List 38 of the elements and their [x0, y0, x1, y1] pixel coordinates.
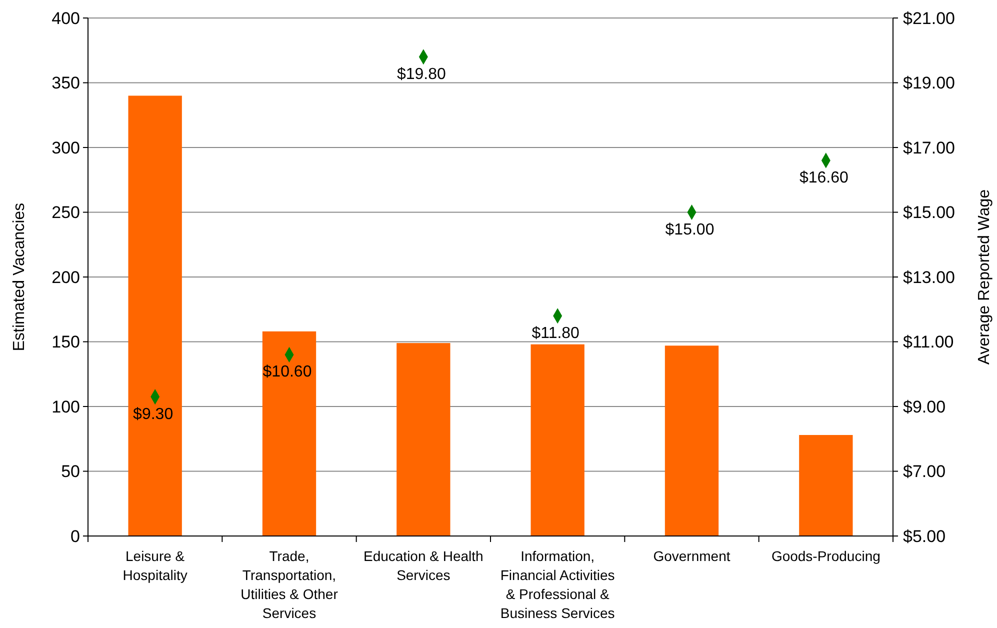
y-axis-title: Estimated Vacancies — [11, 202, 28, 352]
y2-tick-label: $11.00 — [903, 332, 954, 352]
y2-axis-title: Average Reported Wage — [976, 189, 993, 365]
y-tick-label: 350 — [52, 74, 80, 93]
data-label: $19.80 — [396, 66, 446, 83]
data-label: $9.30 — [133, 406, 174, 423]
bar — [530, 344, 584, 536]
y-tick-label: 100 — [52, 397, 80, 416]
y-tick-label: 300 — [52, 138, 80, 158]
y-tick-label: 0 — [70, 526, 80, 546]
y2-tick-label: $19.00 — [903, 74, 955, 93]
data-label: $10.60 — [262, 364, 312, 381]
y2-tick-label: $15.00 — [903, 203, 955, 222]
y2-tick-label: $7.00 — [903, 462, 946, 482]
data-label: $16.60 — [799, 169, 848, 186]
x-tick-label: Trade, Transportation, Utilities & Other Services — [240, 548, 338, 621]
y-tick-label: 50 — [61, 462, 80, 482]
x-tick-label: Goods-Producing — [771, 548, 880, 564]
y-tick-label: 250 — [52, 203, 80, 222]
y2-tick-label: $9.00 — [903, 397, 946, 416]
x-tick-label: Education & Health Services — [363, 548, 484, 583]
y2-tick-label: $21.00 — [903, 8, 955, 28]
y-tick-label: 400 — [52, 8, 80, 28]
bar — [396, 343, 450, 536]
bar — [128, 96, 182, 536]
x-tick-label: Information, Financial Activities & Professional & Business Services — [500, 548, 615, 621]
bar — [262, 331, 316, 536]
x-tick-label: Government — [653, 548, 730, 564]
y-tick-label: 150 — [52, 332, 80, 352]
y2-tick-label: $17.00 — [903, 138, 955, 158]
y-tick-label: 200 — [52, 268, 80, 287]
data-label: $15.00 — [665, 221, 714, 238]
x-tick-label: Leisure & Hospitality — [122, 548, 188, 583]
bar — [799, 434, 853, 536]
data-label: $11.80 — [532, 324, 580, 342]
bar — [664, 346, 719, 536]
y2-tick-label: $13.00 — [903, 268, 955, 287]
y2-tick-label: $5.00 — [903, 526, 946, 546]
